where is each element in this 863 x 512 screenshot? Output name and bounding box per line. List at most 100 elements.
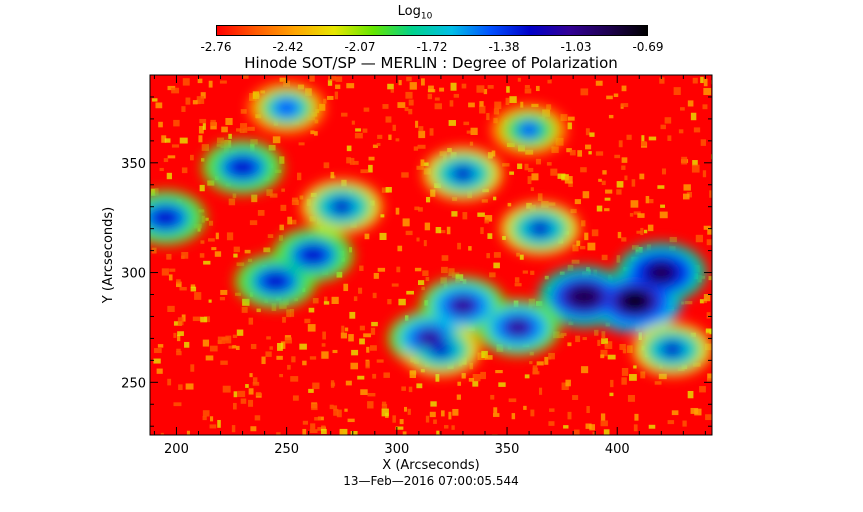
- heatmap-cell: [308, 307, 315, 313]
- heatmap-cell: [255, 391, 262, 396]
- heatmap-cell: [472, 380, 479, 387]
- heatmap-cell: [155, 102, 163, 109]
- heatmap-cell: [397, 245, 403, 252]
- heatmap-cell: [602, 170, 607, 175]
- heatmap-cell: [205, 217, 209, 221]
- y-axis-label: Y (Arcseconds): [101, 207, 116, 304]
- heatmap-cell: [173, 119, 180, 127]
- heatmap-cell: [658, 373, 667, 380]
- heatmap-cell: [181, 106, 186, 112]
- heatmap-cell: [708, 276, 712, 281]
- heatmap-cell: [579, 245, 586, 250]
- heatmap-cell: [395, 426, 404, 430]
- heatmap-cell: [176, 334, 181, 342]
- heatmap-cell: [268, 144, 276, 151]
- heatmap-cell: [479, 101, 484, 107]
- heatmap-cell: [641, 141, 647, 147]
- heatmap-cell: [341, 112, 348, 117]
- heatmap-cell: [219, 296, 226, 301]
- heatmap-cell: [690, 407, 699, 414]
- timestamp: 13—Feb—2016 07:00:05.544: [343, 474, 519, 488]
- heatmap-cell: [451, 425, 455, 430]
- heatmap-cell: [451, 211, 458, 217]
- heatmap-cell: [228, 345, 234, 349]
- heatmap-cell: [242, 75, 249, 79]
- heatmap-cell: [548, 356, 552, 360]
- y-tick-label: 250: [121, 376, 146, 391]
- heatmap-cell: [370, 327, 376, 335]
- heatmap-cell: [426, 196, 431, 203]
- heatmap-cell: [639, 173, 645, 180]
- heatmap-cell: [479, 105, 486, 114]
- heatmap-cell: [703, 78, 708, 87]
- heatmap-cell: [486, 113, 490, 121]
- heatmap-cell: [528, 167, 534, 172]
- colorbar-tick-label: -2.76: [200, 40, 232, 54]
- heatmap-cell: [415, 120, 419, 128]
- heatmap-cell: [269, 193, 278, 198]
- heatmap-cell: [190, 154, 194, 161]
- heatmap-cell: [391, 283, 399, 287]
- heatmap-cell: [198, 135, 203, 143]
- heatmap-cell: [660, 204, 666, 208]
- heatmap-cell: [202, 410, 210, 417]
- heatmap-cell: [314, 417, 321, 421]
- heatmap-cell: [564, 176, 573, 184]
- heatmap-cell: [151, 247, 157, 254]
- heatmap-cell: [407, 408, 411, 415]
- heatmap-cell: [603, 429, 610, 435]
- heatmap-cell: [220, 289, 228, 295]
- heatmap-cell: [252, 377, 258, 384]
- heatmap-cell: [574, 429, 580, 435]
- heatmap-cell: [574, 199, 581, 205]
- heatmap-cell: [502, 163, 510, 167]
- heatmap-cell: [506, 86, 510, 93]
- heatmap-cell: [208, 220, 214, 226]
- x-tick-label: 350: [495, 442, 520, 457]
- heatmap-cell: [248, 317, 254, 325]
- heatmap-cell: [392, 124, 396, 131]
- heatmap-cell: [480, 227, 484, 235]
- heatmap-cell: [585, 128, 590, 136]
- heatmap-cell: [250, 426, 257, 432]
- heatmap-cell: [276, 355, 283, 360]
- heatmap-cell: [570, 208, 577, 214]
- heatmap-cell: [327, 79, 333, 86]
- heatmap-cell: [509, 171, 515, 175]
- heatmap-cell: [494, 101, 502, 110]
- heatmap-cell: [156, 368, 163, 374]
- heatmap-cell: [695, 234, 703, 243]
- heatmap-cell: [466, 130, 471, 134]
- heatmap-cell: [158, 121, 163, 128]
- heatmap-cell: [468, 377, 474, 382]
- heatmap-cell: [610, 379, 614, 388]
- heatmap-cell: [330, 380, 335, 388]
- heatmap-cell: [266, 336, 271, 340]
- heatmap-cell: [320, 428, 327, 435]
- heatmap-cell: [311, 403, 318, 411]
- heatmap-cell: [498, 382, 506, 387]
- heatmap-cell: [592, 431, 597, 435]
- heatmap-cell: [366, 346, 370, 353]
- heatmap-cell: [563, 425, 569, 429]
- heatmap-cell: [671, 410, 679, 416]
- heatmap-cell: [673, 87, 681, 96]
- heatmap-cell: [493, 252, 501, 258]
- heatmap-cell: [381, 408, 389, 417]
- heatmap-cell: [600, 349, 608, 357]
- heatmap-cell: [194, 292, 202, 300]
- heatmap-cell: [200, 92, 206, 99]
- heatmap-cell: [192, 100, 198, 105]
- heatmap-cell: [341, 325, 345, 334]
- polarization-blob: [329, 197, 354, 217]
- heatmap-cell: [208, 238, 215, 242]
- heatmap-cell: [605, 189, 613, 194]
- heatmap-cell: [344, 327, 349, 332]
- heatmap-cell: [477, 212, 485, 217]
- colorbar-tick-label: -1.03: [560, 40, 592, 54]
- heatmap-cell: [245, 384, 249, 388]
- colorbar-tick-label: -0.69: [632, 40, 664, 54]
- heatmap-cell: [336, 409, 342, 418]
- heatmap-cell: [606, 95, 613, 100]
